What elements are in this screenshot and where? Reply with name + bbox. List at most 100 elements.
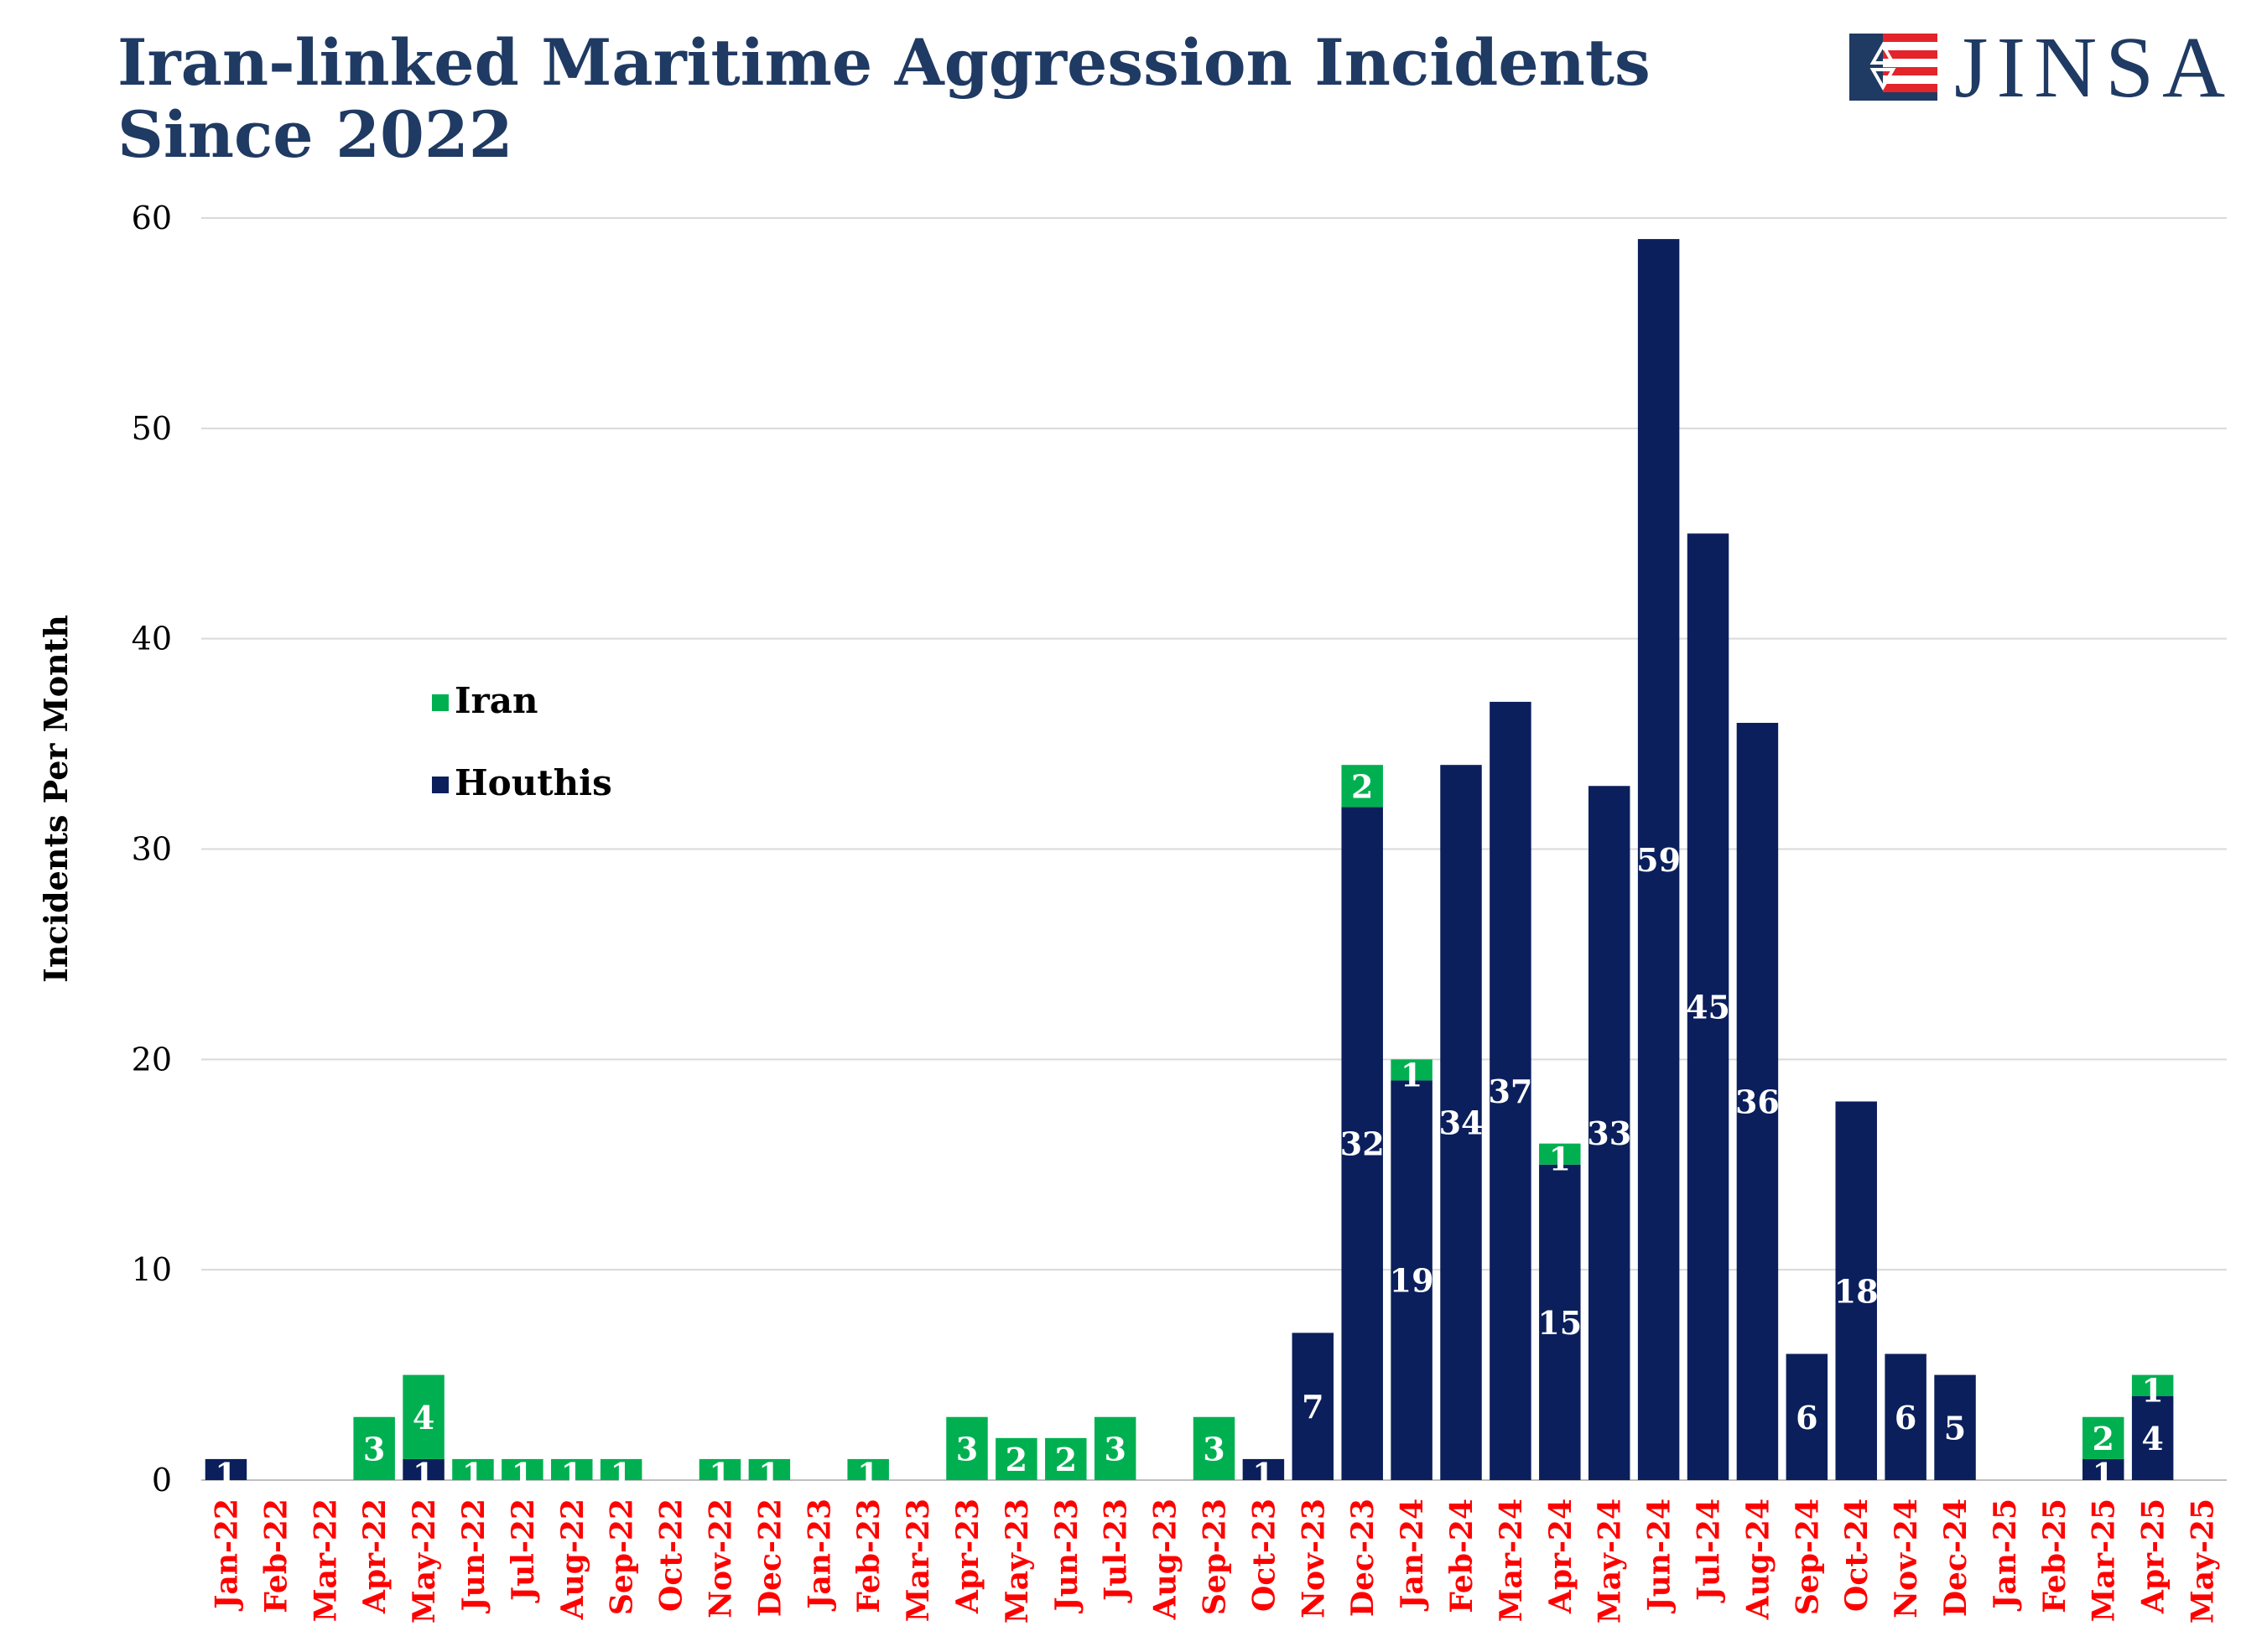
bar-iran [2131, 1374, 2174, 1396]
x-tick-label: Oct-23 [1246, 1499, 1282, 1612]
x-tick-label: May-24 [1593, 1499, 1628, 1623]
legend-label-iran: Iran [455, 680, 538, 721]
x-tick-label: Jun-22 [456, 1499, 491, 1613]
bar-iran [502, 1458, 543, 1480]
data-label-houthis: 18 [1834, 1272, 1879, 1310]
data-label-iran: 4 [413, 1399, 434, 1436]
data-label-houthis: 32 [1340, 1125, 1385, 1163]
x-tick-label: Oct-22 [654, 1499, 689, 1612]
x-tick-label: Feb-24 [1444, 1499, 1479, 1613]
data-label-houthis: 59 [1636, 841, 1681, 879]
bar-iran [1539, 1143, 1581, 1165]
x-tick-label: Dec-23 [1345, 1499, 1380, 1617]
bar-iran [551, 1458, 593, 1480]
x-tick-label: Jul-22 [506, 1499, 541, 1603]
bar-iran [2082, 1416, 2124, 1459]
y-tick-label: 40 [132, 621, 172, 657]
x-tick-label: Mar-24 [1494, 1499, 1529, 1622]
data-label-iran: 2 [2093, 1420, 2114, 1457]
x-tick-label: Feb-23 [851, 1499, 887, 1613]
y-tick-label: 0 [152, 1462, 172, 1499]
x-tick-label: Nov-24 [1889, 1499, 1924, 1618]
x-tick-label: Feb-25 [2037, 1499, 2072, 1613]
data-label-houthis: 1 [215, 1456, 237, 1494]
data-label-iran: 3 [363, 1430, 385, 1468]
data-label-iran: 1 [2141, 1372, 2163, 1410]
bar-iran [946, 1416, 988, 1480]
data-label-iran: 1 [758, 1456, 780, 1494]
data-label-iran: 1 [512, 1456, 533, 1494]
logo-text: JINSA [1954, 19, 2234, 116]
y-tick-label: 30 [132, 831, 172, 868]
x-tick-label: Dec-24 [1938, 1499, 1973, 1617]
bar-iran [600, 1458, 642, 1480]
x-tick-label: Dec-22 [752, 1499, 788, 1617]
bar-iran [403, 1374, 445, 1459]
data-label-iran: 3 [1203, 1430, 1224, 1468]
x-tick-label: Feb-22 [258, 1499, 294, 1613]
data-label-iran: 3 [956, 1430, 978, 1468]
y-tick-label: 60 [132, 200, 172, 236]
bar-houthis [403, 1458, 445, 1480]
x-tick-label: Apr-24 [1543, 1499, 1578, 1614]
bar-houthis [1835, 1101, 1877, 1480]
bar-iran [1391, 1059, 1432, 1081]
bar-houthis [1637, 239, 1680, 1480]
data-label-iran: 1 [462, 1456, 484, 1494]
data-label-houthis: 37 [1488, 1073, 1532, 1110]
data-label-houthis: 45 [1686, 989, 1730, 1026]
x-tick-label: Jan-23 [802, 1499, 837, 1612]
x-tick-label: Nov-23 [1296, 1499, 1331, 1618]
x-tick-label: Sep-22 [605, 1499, 640, 1615]
data-label-iran: 1 [857, 1456, 879, 1494]
bar-iran [1045, 1437, 1087, 1480]
x-tick-label: Aug-22 [555, 1499, 590, 1620]
jinsa-logo: JINSA [1849, 22, 2225, 114]
data-label-houthis: 34 [1439, 1104, 1484, 1142]
data-label-iran: 2 [1006, 1441, 1027, 1478]
data-label-houthis: 1 [413, 1456, 434, 1494]
y-axis-label: Incidents Per Month [37, 615, 75, 983]
data-label-houthis: 5 [1944, 1409, 1966, 1447]
x-tick-label: Jun-24 [1642, 1499, 1677, 1613]
data-label-houthis: 4 [2141, 1420, 2163, 1457]
legend-swatch-houthis [432, 777, 449, 793]
data-label-iran: 1 [610, 1456, 632, 1494]
bar-houthis [2131, 1395, 2174, 1480]
x-tick-label: Mar-25 [2087, 1499, 2122, 1622]
bar-houthis [1440, 765, 1482, 1480]
bar-iran [748, 1458, 791, 1480]
data-label-houthis: 1 [2093, 1456, 2114, 1494]
x-tick-label: Apr-22 [357, 1499, 393, 1614]
x-tick-label: Sep-23 [1198, 1499, 1233, 1615]
bar-houthis [1391, 1080, 1432, 1480]
data-label-houthis: 33 [1587, 1114, 1631, 1152]
x-tick-label: Oct-24 [1839, 1499, 1874, 1612]
bar-iran [452, 1458, 494, 1480]
bar-iran [1094, 1416, 1136, 1480]
data-label-iran: 1 [561, 1456, 583, 1494]
x-tick-label: Jul-23 [1099, 1499, 1134, 1603]
x-tick-label: Jul-24 [1692, 1499, 1727, 1603]
data-label-iran: 2 [1351, 767, 1373, 805]
x-tick-label: Apr-23 [950, 1499, 985, 1614]
x-tick-label: Jan-24 [1395, 1499, 1430, 1612]
data-label-iran: 1 [709, 1456, 731, 1494]
bar-iran [1193, 1416, 1235, 1480]
bar-houthis [1934, 1374, 1976, 1480]
x-tick-label: Mar-22 [308, 1499, 343, 1622]
y-tick-label: 10 [132, 1251, 172, 1288]
x-tick-label: May-23 [1000, 1499, 1035, 1623]
data-label-houthis: 6 [1796, 1399, 1817, 1436]
data-label-iran: 2 [1055, 1441, 1077, 1478]
y-tick-label: 50 [132, 410, 172, 447]
data-label-houthis: 6 [1895, 1399, 1916, 1436]
chart-title-line-1: Iran-linked Maritime Aggression Incident… [117, 25, 1651, 100]
data-label-iran: 3 [1104, 1430, 1126, 1468]
data-label-houthis: 19 [1390, 1262, 1434, 1300]
bar-houthis [1786, 1353, 1828, 1480]
x-tick-label: Jan-22 [209, 1499, 244, 1612]
x-tick-label: Sep-24 [1790, 1499, 1825, 1615]
